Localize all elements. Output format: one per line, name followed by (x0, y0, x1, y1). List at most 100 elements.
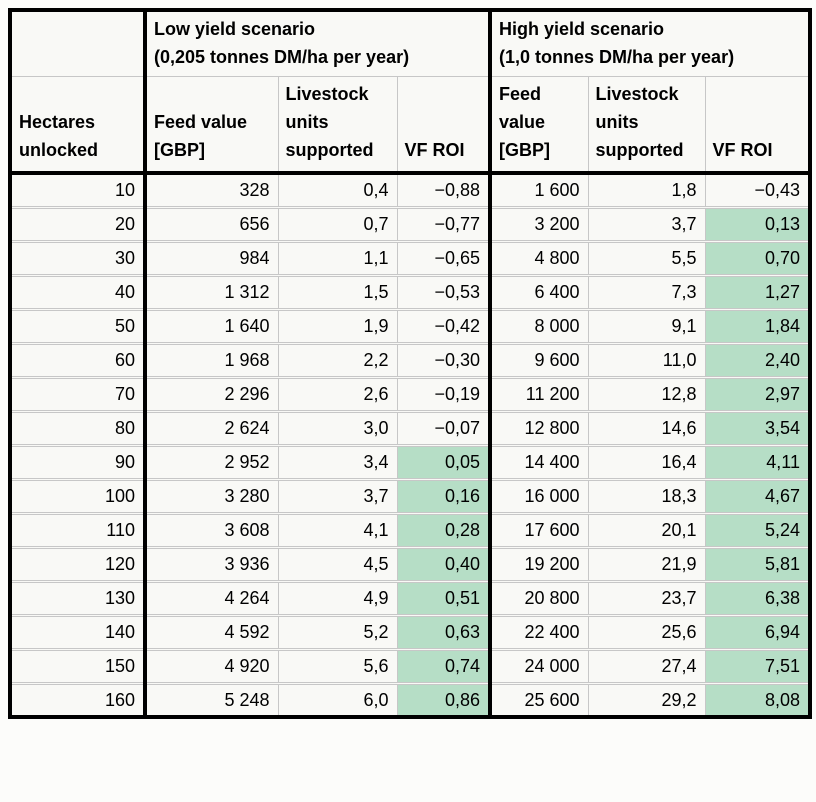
high-vf-roi-cell: 8,08 (704, 681, 811, 719)
high-livestock-units-cell: 29,2 (587, 681, 706, 719)
high-feed-value-cell: 4 800 (488, 239, 589, 277)
low-livestock-units-cell: 3,4 (277, 443, 398, 481)
high-vf-roi-cell: −0,43 (704, 171, 811, 209)
low-livestock-units-cell: 0,7 (277, 205, 398, 243)
table-row: 110 3 608 4,1 0,28 17 600 20,1 5,24 (9, 511, 811, 549)
high-livestock-units-header: Livestock units supported (587, 75, 706, 176)
high-feed-value-cell: 6 400 (488, 273, 589, 311)
hectares-cell: 80 (9, 409, 146, 447)
low-feed-value-cell: 2 952 (143, 443, 279, 481)
low-livestock-units-cell: 1,9 (277, 307, 398, 345)
table-row: 70 2 296 2,6 −0,19 11 200 12,8 2,97 (9, 375, 811, 413)
low-feed-value-cell: 4 592 (143, 613, 279, 651)
low-yield-group-title: Low yield scenario (154, 19, 316, 39)
low-feed-value-cell: 3 608 (143, 511, 279, 549)
high-yield-group-title: High yield scenario (499, 19, 665, 39)
low-feed-value-cell: 1 640 (143, 307, 279, 345)
low-livestock-units-cell: 5,2 (277, 613, 398, 651)
high-vf-roi-cell: 4,11 (704, 443, 811, 481)
high-feed-value-cell: 17 600 (488, 511, 589, 549)
high-feed-value-cell: 3 200 (488, 205, 589, 243)
low-feed-value-cell: 3 280 (143, 477, 279, 515)
high-feed-value-cell: 1 600 (488, 171, 589, 209)
low-livestock-units-cell: 2,6 (277, 375, 398, 413)
low-vf-roi-cell: −0,65 (396, 239, 491, 277)
low-livestock-units-cell: 1,5 (277, 273, 398, 311)
low-feed-value-cell: 2 624 (143, 409, 279, 447)
low-vf-roi-cell: 0,40 (396, 545, 491, 583)
hectares-cell: 30 (9, 239, 146, 277)
low-vf-roi-cell: −0,19 (396, 375, 491, 413)
table-row: 140 4 592 5,2 0,63 22 400 25,6 6,94 (9, 613, 811, 651)
hectares-cell: 50 (9, 307, 146, 345)
hectares-cell: 120 (9, 545, 146, 583)
low-vf-roi-cell: −0,42 (396, 307, 491, 345)
high-feed-value-cell: 11 200 (488, 375, 589, 413)
high-yield-group-header: High yield scenario (1,0 tonnes DM/ha pe… (488, 9, 811, 77)
table-row: 120 3 936 4,5 0,40 19 200 21,9 5,81 (9, 545, 811, 583)
low-feed-value-cell: 2 296 (143, 375, 279, 413)
low-feed-value-cell: 656 (143, 205, 279, 243)
hectares-cell: 130 (9, 579, 146, 617)
high-vf-roi-cell: 4,67 (704, 477, 811, 515)
low-vf-roi-cell: 0,16 (396, 477, 491, 515)
low-vf-roi-cell: −0,07 (396, 409, 491, 447)
low-vf-roi-cell: 0,63 (396, 613, 491, 651)
low-vf-roi-cell: 0,51 (396, 579, 491, 617)
hectares-cell: 150 (9, 647, 146, 685)
low-feed-value-cell: 1 968 (143, 341, 279, 379)
low-feed-value-cell: 3 936 (143, 545, 279, 583)
table-row: 100 3 280 3,7 0,16 16 000 18,3 4,67 (9, 477, 811, 515)
low-livestock-units-cell: 3,0 (277, 409, 398, 447)
high-livestock-units-cell: 11,0 (587, 341, 706, 379)
high-feed-value-cell: 9 600 (488, 341, 589, 379)
high-livestock-units-cell: 7,3 (587, 273, 706, 311)
group-header-row: Low yield scenario (0,205 tonnes DM/ha p… (9, 9, 811, 77)
low-feed-value-header: Feed value [GBP] (143, 75, 279, 176)
high-livestock-units-cell: 23,7 (587, 579, 706, 617)
low-vf-roi-cell: −0,53 (396, 273, 491, 311)
table-row: 30 984 1,1 −0,65 4 800 5,5 0,70 (9, 239, 811, 277)
high-vf-roi-header: VF ROI (704, 75, 811, 176)
high-vf-roi-cell: 0,70 (704, 239, 811, 277)
hectares-cell: 100 (9, 477, 146, 515)
hectares-unlocked-header: Hectares unlocked (9, 75, 146, 176)
hectares-cell: 20 (9, 205, 146, 243)
yield-scenario-table: Low yield scenario (0,205 tonnes DM/ha p… (8, 8, 812, 720)
high-vf-roi-cell: 1,27 (704, 273, 811, 311)
low-vf-roi-cell: 0,05 (396, 443, 491, 481)
hectares-cell: 60 (9, 341, 146, 379)
high-feed-value-cell: 14 400 (488, 443, 589, 481)
hectares-cell: 10 (9, 171, 146, 209)
table-row: 150 4 920 5,6 0,74 24 000 27,4 7,51 (9, 647, 811, 685)
high-yield-group-subtitle: (1,0 tonnes DM/ha per year) (499, 46, 735, 67)
high-livestock-units-cell: 20,1 (587, 511, 706, 549)
high-feed-value-cell: 24 000 (488, 647, 589, 685)
low-vf-roi-cell: 0,28 (396, 511, 491, 549)
high-livestock-units-cell: 16,4 (587, 443, 706, 481)
corner-cell (9, 9, 146, 77)
high-livestock-units-cell: 3,7 (587, 205, 706, 243)
low-vf-roi-header: VF ROI (396, 75, 491, 176)
high-vf-roi-cell: 6,38 (704, 579, 811, 617)
hectares-cell: 90 (9, 443, 146, 481)
low-livestock-units-cell: 6,0 (277, 681, 398, 719)
high-vf-roi-cell: 5,24 (704, 511, 811, 549)
low-livestock-units-cell: 3,7 (277, 477, 398, 515)
low-livestock-units-cell: 5,6 (277, 647, 398, 685)
hectares-cell: 160 (9, 681, 146, 719)
low-vf-roi-cell: −0,77 (396, 205, 491, 243)
high-vf-roi-cell: 0,13 (704, 205, 811, 243)
low-livestock-units-cell: 4,9 (277, 579, 398, 617)
low-feed-value-cell: 5 248 (143, 681, 279, 719)
high-feed-value-cell: 16 000 (488, 477, 589, 515)
column-header-row: Hectares unlocked Feed value [GBP] Lives… (9, 75, 811, 176)
hectares-cell: 70 (9, 375, 146, 413)
hectares-cell: 140 (9, 613, 146, 651)
high-vf-roi-cell: 1,84 (704, 307, 811, 345)
high-feed-value-cell: 8 000 (488, 307, 589, 345)
high-vf-roi-cell: 7,51 (704, 647, 811, 685)
table-row: 60 1 968 2,2 −0,30 9 600 11,0 2,40 (9, 341, 811, 379)
table-row: 80 2 624 3,0 −0,07 12 800 14,6 3,54 (9, 409, 811, 447)
high-vf-roi-cell: 3,54 (704, 409, 811, 447)
